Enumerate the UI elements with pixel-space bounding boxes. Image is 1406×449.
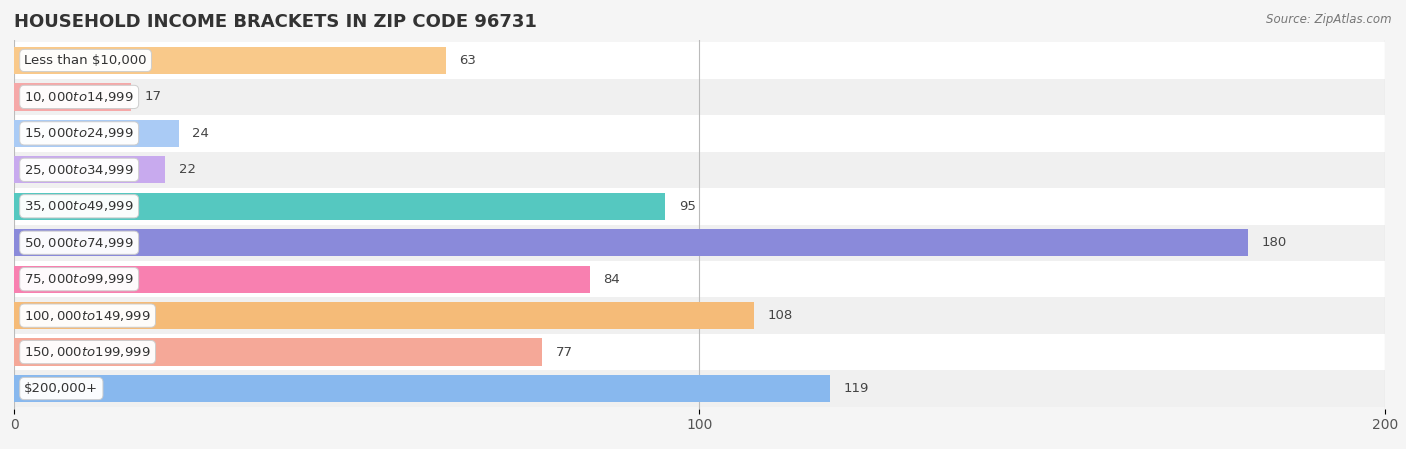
Bar [14,302,754,329]
Text: $25,000 to $34,999: $25,000 to $34,999 [24,163,134,177]
Bar [14,115,1385,152]
Bar [14,229,1249,256]
Bar [14,334,1385,370]
Bar [14,42,1385,79]
Text: 22: 22 [179,163,195,176]
Text: 24: 24 [193,127,209,140]
Text: $100,000 to $149,999: $100,000 to $149,999 [24,308,150,323]
Text: $15,000 to $24,999: $15,000 to $24,999 [24,126,134,141]
Text: 63: 63 [460,54,477,67]
Bar [14,339,541,366]
Bar [14,370,1385,407]
Text: $150,000 to $199,999: $150,000 to $199,999 [24,345,150,359]
Text: Source: ZipAtlas.com: Source: ZipAtlas.com [1267,13,1392,26]
Bar [14,265,591,293]
Text: 95: 95 [679,200,696,213]
Text: $10,000 to $14,999: $10,000 to $14,999 [24,90,134,104]
Bar [14,297,1385,334]
Bar [14,79,1385,115]
Text: 77: 77 [555,346,572,359]
Bar [14,47,446,74]
Bar [14,83,131,110]
Bar [14,152,1385,188]
Bar [14,375,830,402]
Bar [14,261,1385,297]
Text: 108: 108 [768,309,793,322]
Text: 180: 180 [1261,236,1286,249]
Text: 119: 119 [844,382,869,395]
Bar [14,224,1385,261]
Text: $75,000 to $99,999: $75,000 to $99,999 [24,272,134,286]
Text: $200,000+: $200,000+ [24,382,98,395]
Text: $50,000 to $74,999: $50,000 to $74,999 [24,236,134,250]
Text: $35,000 to $49,999: $35,000 to $49,999 [24,199,134,213]
Bar [14,193,665,220]
Text: Less than $10,000: Less than $10,000 [24,54,146,67]
Bar [14,156,165,184]
Bar [14,188,1385,224]
Text: HOUSEHOLD INCOME BRACKETS IN ZIP CODE 96731: HOUSEHOLD INCOME BRACKETS IN ZIP CODE 96… [14,13,537,31]
Text: 84: 84 [603,273,620,286]
Text: 17: 17 [145,90,162,103]
Bar [14,120,179,147]
